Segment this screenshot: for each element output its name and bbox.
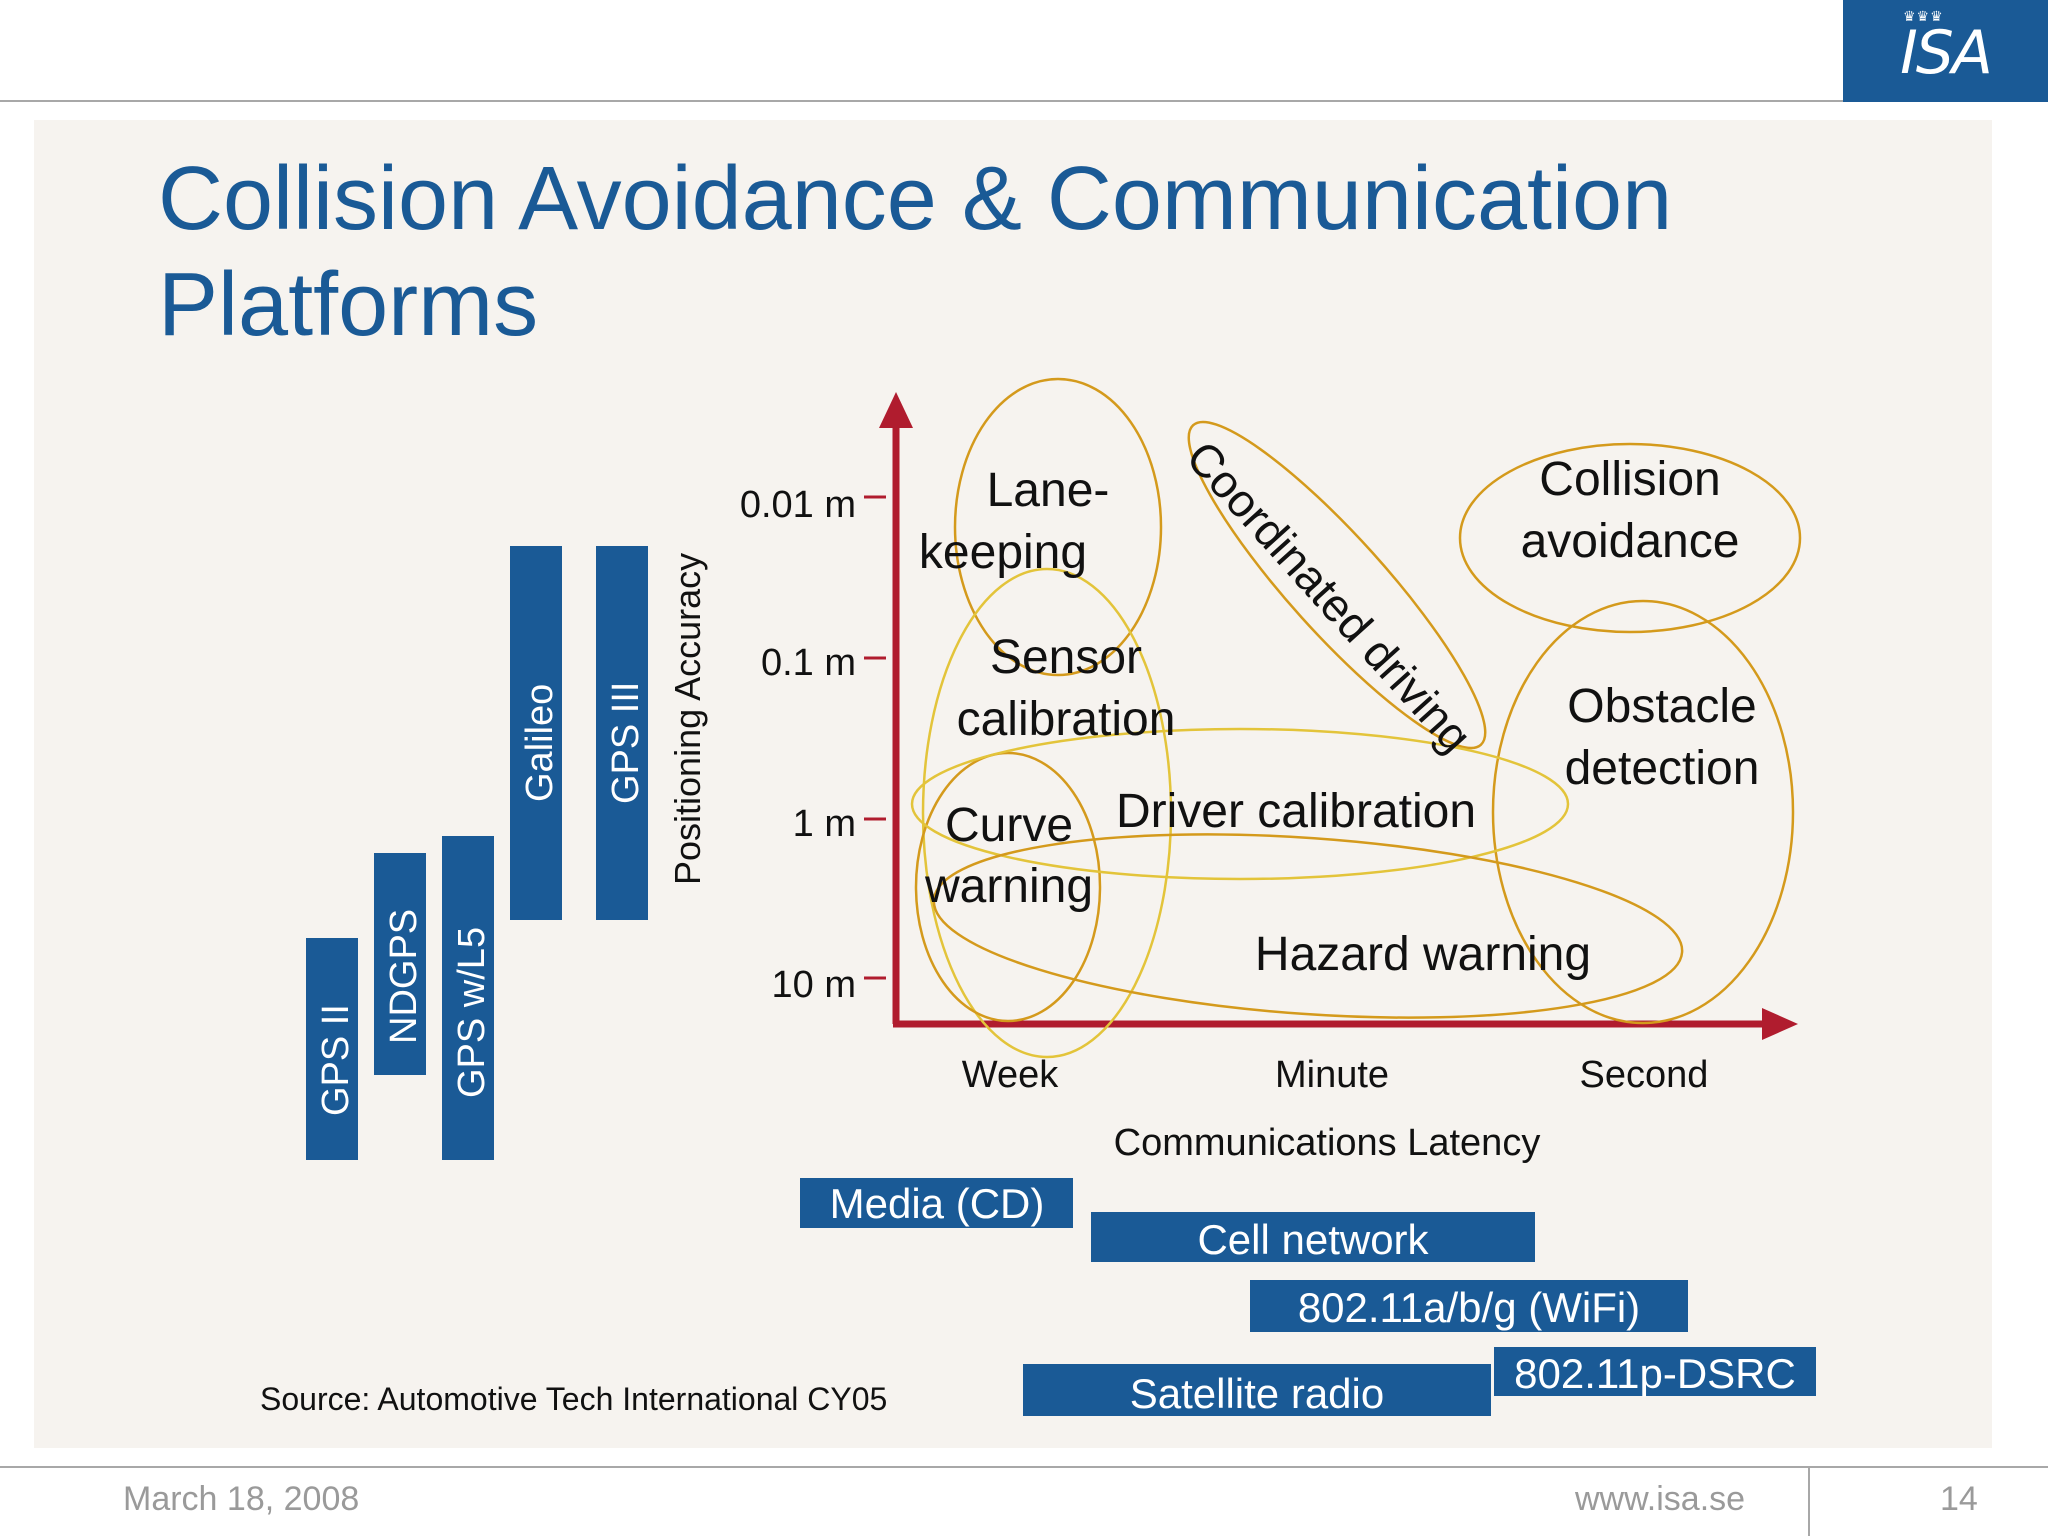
lane-keeping-label-1: Lane-	[987, 464, 1110, 517]
axes	[879, 392, 1798, 1040]
y-tick-1m: 1 m	[793, 803, 856, 845]
wifi-bar	[1250, 1280, 1688, 1332]
footer-divider	[0, 1466, 2048, 1468]
isa-logo: ♛♛♛ ISA	[1843, 0, 2048, 102]
x-axis-label: Communications Latency	[1114, 1122, 1541, 1164]
cell-network-bar	[1091, 1212, 1535, 1262]
media-cd-label: Media (CD)	[830, 1180, 1045, 1227]
wifi-label: 802.11a/b/g (WiFi)	[1298, 1284, 1640, 1331]
collision-avoidance-label-1: Collision	[1539, 453, 1720, 506]
lane-keeping-label-2: keeping	[919, 526, 1087, 579]
satellite-radio-label: Satellite radio	[1130, 1370, 1384, 1417]
collision-avoidance-ellipse	[1458, 442, 1802, 634]
x-axis-arrow	[1762, 1008, 1798, 1040]
curve-warning-ellipse	[914, 751, 1102, 1023]
lane-keeping-ellipse	[953, 377, 1163, 677]
gps-iii-label: GPS III	[605, 682, 647, 804]
obstacle-detection-label-1: Obstacle	[1567, 680, 1756, 733]
x-tick-minute: Minute	[1275, 1054, 1389, 1096]
driver-calibration-ellipse	[910, 727, 1570, 881]
footer-date: March 18, 2008	[123, 1480, 360, 1518]
gps-ii-bar	[306, 938, 358, 1160]
obstacle-detection-label-2: detection	[1565, 742, 1760, 795]
application-ellipses	[910, 377, 1802, 1059]
y-axis-arrow	[879, 392, 913, 428]
comm-platform-bars: Media (CD) Cell network 802.11a/b/g (WiF…	[800, 1178, 1816, 1417]
curve-warning-label-1: Curve	[945, 799, 1073, 852]
dsrc-label: 802.11p-DSRC	[1514, 1350, 1796, 1397]
gps-iii-bar	[596, 546, 648, 920]
page-number: 14	[1940, 1480, 1978, 1518]
x-tick-week: Week	[962, 1054, 1059, 1096]
sensor-calibration-ellipse	[921, 567, 1173, 1059]
coordinated-driving-label: Coordinated driving	[1177, 431, 1483, 762]
footer-url: www.isa.se	[1575, 1480, 1746, 1518]
application-labels: Lane- keeping Coordinated driving Collis…	[919, 431, 1759, 981]
obstacle-detection-ellipse	[1491, 599, 1795, 1025]
hazard-warning-ellipse	[932, 833, 1684, 1019]
y-axis-ticks: 0.01 m 0.1 m 1 m 10 m	[740, 484, 886, 1006]
ndgps-label: NDGPS	[383, 909, 425, 1044]
sensor-calibration-label-1: Sensor	[990, 631, 1142, 684]
driver-calibration-label: Driver calibration	[1116, 785, 1476, 838]
crowns-icon: ♛♛♛	[1903, 8, 1944, 24]
dsrc-bar	[1494, 1347, 1816, 1396]
y-axis-label: Positioning Accuracy	[667, 553, 708, 885]
gps-l5-bar	[442, 836, 494, 1160]
galileo-bar	[510, 546, 562, 920]
coordinated-driving-ellipse	[1187, 420, 1487, 750]
gps-l5-label: GPS w/L5	[451, 927, 493, 1098]
hazard-warning-label: Hazard warning	[1255, 928, 1591, 981]
ndgps-bar	[374, 853, 426, 1075]
y-tick-0.1m: 0.1 m	[761, 642, 856, 684]
gps-ii-label: GPS II	[315, 1004, 357, 1116]
collision-avoidance-label-2: avoidance	[1521, 515, 1740, 568]
x-tick-second: Second	[1580, 1054, 1709, 1096]
header-divider	[0, 100, 1843, 102]
y-tick-0.01m: 0.01 m	[740, 484, 856, 526]
cell-network-label: Cell network	[1197, 1216, 1429, 1263]
gps-bars: GPS II NDGPS GPS w/L5 Galileo GPS III	[306, 546, 648, 1160]
footer-separator	[1808, 1468, 1810, 1536]
logo-text: ISA	[1900, 18, 1993, 88]
satellite-radio-bar	[1023, 1364, 1491, 1416]
y-tick-10m: 10 m	[772, 964, 856, 1006]
sensor-calibration-label-2: calibration	[957, 693, 1176, 746]
galileo-label: Galileo	[519, 684, 561, 802]
media-cd-bar	[800, 1178, 1073, 1228]
curve-warning-label-2: warning	[924, 860, 1093, 913]
slide-title: Collision Avoidance & Communication Plat…	[158, 149, 1673, 355]
source-note: Source: Automotive Tech International CY…	[260, 1381, 887, 1417]
